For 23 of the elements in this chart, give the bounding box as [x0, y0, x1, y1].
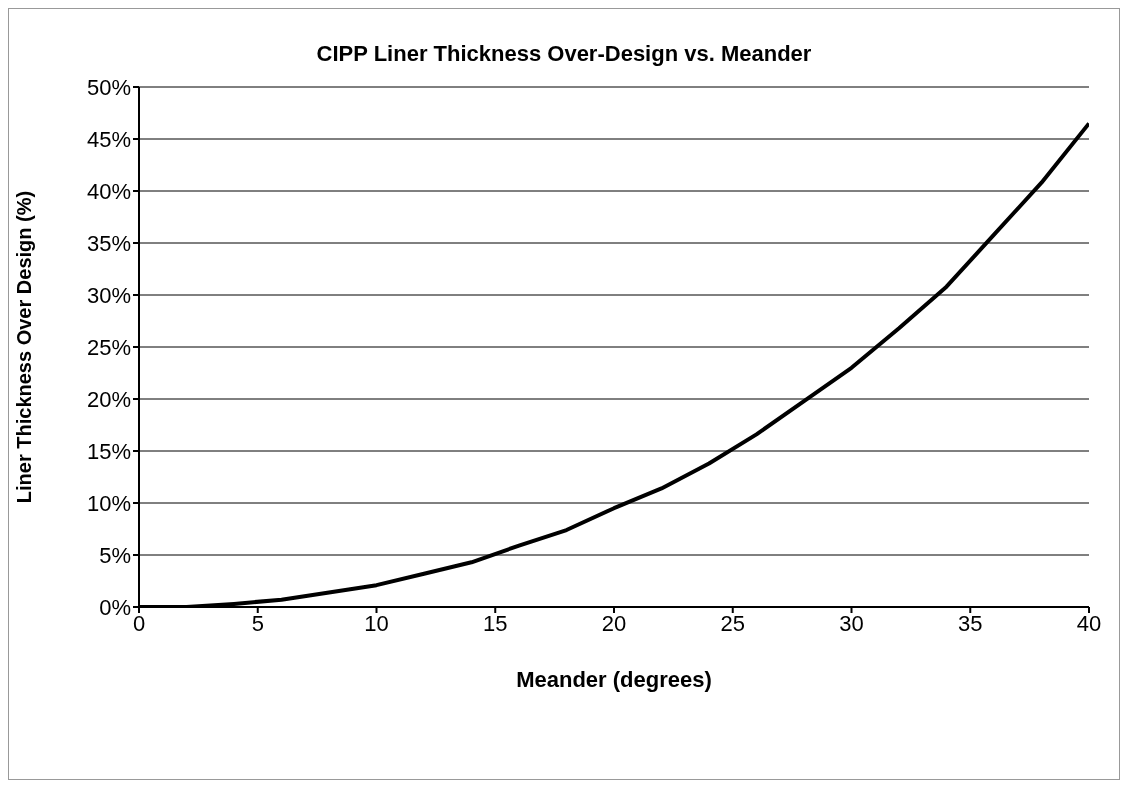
x-tick-label: 35 — [958, 610, 983, 636]
y-tick-label: 40% — [86, 178, 131, 204]
x-tick-label: 40 — [1076, 610, 1102, 636]
x-tick-label: 20 — [601, 610, 627, 636]
x-tick-label: 0 — [132, 610, 146, 636]
y-tick-label: 25% — [86, 334, 131, 360]
y-tick-label: 15% — [86, 438, 131, 464]
y-tick-label: 50% — [86, 74, 131, 100]
y-tick-label: 45% — [86, 126, 131, 152]
y-tick-label: 35% — [86, 230, 131, 256]
y-tick-label: 30% — [86, 282, 131, 308]
y-tick-label: 20% — [86, 386, 131, 412]
x-tick-label: 10 — [364, 610, 389, 636]
y-tick-label: 10% — [86, 490, 131, 516]
x-tick-label: 25 — [720, 610, 745, 636]
y-axis-title: Liner Thickness Over Design (%) — [13, 190, 36, 504]
y-tick-label: 0% — [99, 594, 131, 620]
x-tick-label: 30 — [839, 610, 864, 636]
x-tick-label: 15 — [483, 610, 508, 636]
x-axis-title: Meander (degrees) — [516, 667, 712, 692]
y-tick-label: 5% — [99, 542, 131, 568]
x-tick-label: 5 — [251, 610, 264, 636]
chart-title: CIPP Liner Thickness Over-Design vs. Meander — [315, 41, 813, 67]
